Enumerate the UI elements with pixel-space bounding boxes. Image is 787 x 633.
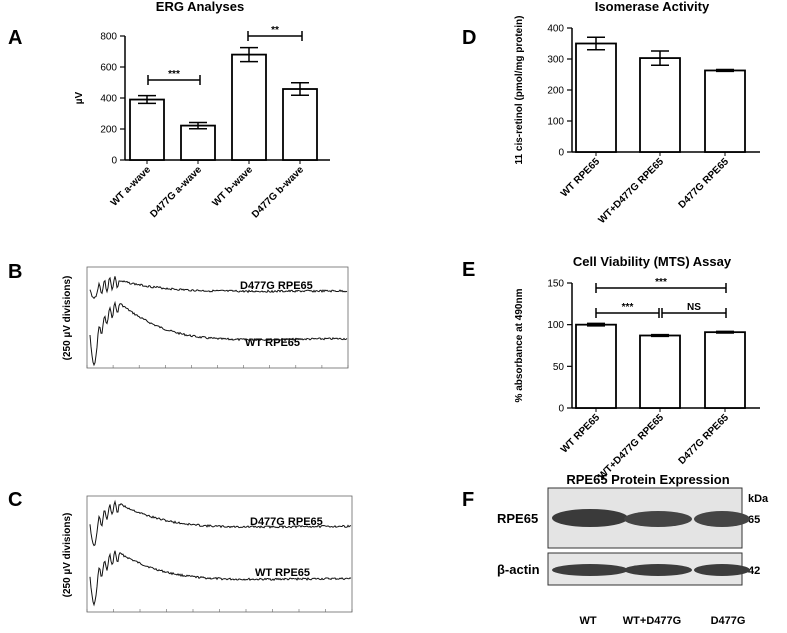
blot-band (624, 511, 692, 527)
panel-letter: A (8, 27, 22, 49)
bar (575, 323, 617, 409)
blot-band (552, 509, 628, 527)
trace-frame (86, 495, 353, 613)
y-tick-label: 400 (100, 94, 117, 105)
trace-label: WT RPE65 (255, 567, 310, 579)
x-tick-label: D477G RPE65 (677, 156, 732, 211)
sig-label: *** (622, 302, 634, 313)
trace-label: D477G RPE65 (250, 516, 323, 528)
blot-unit: kDa (748, 493, 769, 505)
y-tick-label: 100 (547, 320, 564, 331)
sig-label: ** (271, 25, 279, 36)
traces (86, 499, 353, 612)
lane-label: D477G (711, 615, 746, 627)
bar (129, 98, 165, 161)
bar (639, 334, 681, 409)
y-axis-label: % absorbance at 490nm (514, 288, 525, 402)
blot-title: RPE65 Protein Expression (566, 472, 729, 487)
chart-title: ERG Analyses (156, 0, 244, 14)
trace (89, 499, 352, 547)
x-tick-label: D477G RPE65 (677, 412, 732, 467)
x-tick-label: WT RPE65 (559, 412, 602, 455)
y-tick-label: 800 (100, 32, 117, 43)
error-bar (651, 333, 669, 338)
y-tick-label: 0 (111, 156, 117, 167)
chart-title: Cell Viability (MTS) Assay (573, 254, 732, 269)
sig-label: *** (655, 277, 667, 288)
y-axis-label: µV (74, 91, 85, 104)
error-bar (138, 94, 156, 105)
y-tick-label: 200 (547, 86, 564, 97)
error-bar (587, 36, 605, 51)
y-tick-label: 50 (553, 362, 565, 373)
trace (89, 300, 348, 367)
error-bar (587, 322, 605, 327)
bar (180, 124, 216, 161)
y-tick-label: 100 (547, 117, 564, 128)
x-tick-label: WT+D477G RPE65 (596, 156, 666, 226)
y-tick-label: 200 (100, 125, 117, 136)
y-tick-label: 0 (558, 148, 564, 159)
y-tick-label: 600 (100, 63, 117, 74)
error-bar (716, 68, 734, 73)
x-tick-label: D477G b-wave (250, 164, 306, 220)
y-tick-label: 0 (558, 404, 564, 415)
error-bar (189, 121, 207, 130)
traces (86, 276, 349, 368)
error-bar (716, 330, 734, 334)
bar (231, 53, 267, 161)
sig-label: *** (168, 69, 180, 80)
panel-letter: E (462, 259, 475, 281)
chart-title: Isomerase Activity (595, 0, 710, 14)
blot-band (694, 564, 750, 576)
x-tick-label: D477G a-wave (148, 164, 204, 220)
lane-label: WT (579, 615, 596, 627)
x-tick-label: WT RPE65 (559, 156, 602, 199)
error-bar (291, 82, 309, 96)
y-tick-label: 300 (547, 55, 564, 66)
trace (89, 550, 352, 607)
error-bar (651, 50, 669, 66)
blot-row-label: RPE65 (497, 511, 538, 526)
blot-band (624, 564, 692, 576)
x-tick-label: WT b-wave (210, 164, 255, 209)
bar (639, 57, 681, 153)
error-bar (240, 46, 258, 63)
panel-letter: D (462, 27, 476, 49)
lane-label: WT+D477G (623, 615, 681, 627)
bar (575, 42, 617, 153)
sig-label: NS (687, 302, 701, 313)
blot-size: 42 (748, 565, 760, 577)
trace (89, 276, 348, 300)
trace-y-label: (250 µV divisions) (62, 513, 73, 598)
blot-band (552, 564, 628, 576)
x-tick-label: WT a-wave (109, 164, 154, 209)
panel-letter: C (8, 489, 22, 511)
blot-size: 65 (748, 514, 760, 526)
trace-label: D477G RPE65 (240, 280, 313, 292)
trace-y-label: (250 µV divisions) (62, 276, 73, 361)
blot-band (694, 511, 750, 527)
panel-letter: B (8, 261, 22, 283)
bar (704, 331, 746, 409)
panel-letter: F (462, 489, 474, 511)
bar (282, 88, 318, 161)
y-tick-label: 150 (547, 279, 564, 290)
blot-row-label: β-actin (497, 562, 540, 577)
y-axis-label: 11 cis-retinol (pmol/mg protein) (514, 16, 525, 165)
bar (704, 69, 746, 153)
y-tick-label: 400 (547, 24, 564, 35)
